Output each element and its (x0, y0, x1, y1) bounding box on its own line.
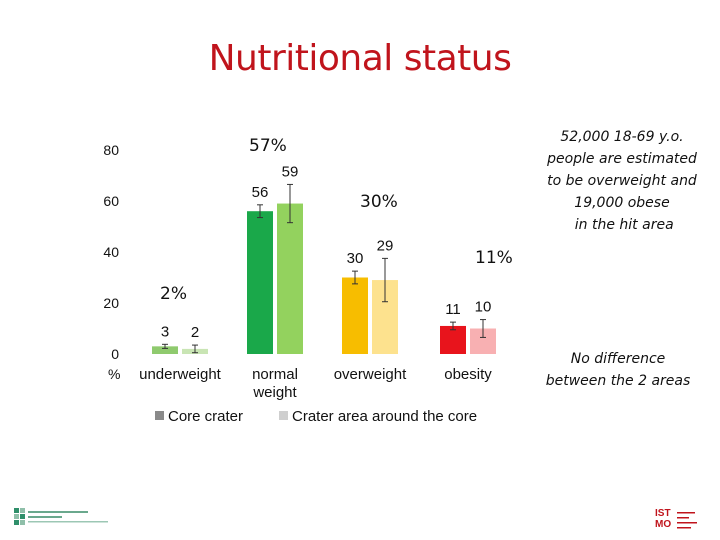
legend-label-crater-area: Crater area around the core (292, 408, 477, 425)
category-label: normal (252, 366, 298, 383)
data-label: 2 (191, 324, 199, 341)
data-label: 11 (445, 301, 461, 318)
note-line: in the hit area (570, 217, 674, 233)
overweight-estimate-note: 52,000 18-69 y.o. people are estimated t… (532, 126, 712, 236)
istmo-subtext-icon (677, 512, 697, 529)
data-label: 29 (377, 237, 394, 254)
y-tick-label: 0 (111, 346, 119, 362)
percentage-label-normal-weight: 57% (249, 136, 287, 156)
data-label: 56 (252, 184, 269, 201)
note-line: between the 2 areas (545, 373, 691, 389)
legend-swatch-core-crater (155, 411, 164, 420)
percentage-label-overweight: 30% (360, 192, 398, 212)
note-line: 52,000 18-69 y.o. (560, 129, 684, 145)
data-label: 59 (282, 163, 299, 180)
legend-swatch-crater-area (279, 411, 288, 420)
centro-logo-icon (14, 508, 108, 525)
category-label: overweight (334, 366, 407, 383)
y-tick-label: 60 (103, 193, 119, 209)
data-label: 3 (161, 323, 169, 340)
y-tick-label: 40 (103, 244, 119, 260)
y-tick-label: 20 (103, 295, 119, 311)
data-label: 10 (475, 299, 492, 316)
note-line: 19,000 obese (574, 195, 670, 211)
category-label: obesity (444, 366, 492, 383)
percentage-label-obesity: 11% (475, 248, 513, 268)
legend-label-core-crater: Core crater (168, 408, 243, 425)
bar (247, 211, 273, 354)
istmo-logo-line: MO (655, 519, 672, 530)
bar (152, 346, 178, 354)
note-line: No difference (570, 351, 666, 367)
note-line: people are estimated (547, 151, 697, 167)
bar (440, 325, 466, 354)
category-label: underweight (139, 366, 222, 383)
no-difference-note: No difference between the 2 areas (538, 348, 698, 392)
bar (277, 203, 303, 354)
slide-title: Nutritional status (208, 38, 512, 79)
data-label: 30 (347, 250, 364, 267)
y-tick-label: 80 (103, 142, 119, 158)
istmo-logo-line: IST (655, 508, 671, 519)
bar (342, 277, 368, 354)
note-line: to be overweight and (547, 173, 697, 189)
y-axis-unit-label: % (108, 366, 120, 382)
percentage-label-underweight: 2% (160, 284, 187, 304)
istmo-logo: IST MO (655, 508, 703, 532)
category-label: weight (252, 384, 297, 401)
